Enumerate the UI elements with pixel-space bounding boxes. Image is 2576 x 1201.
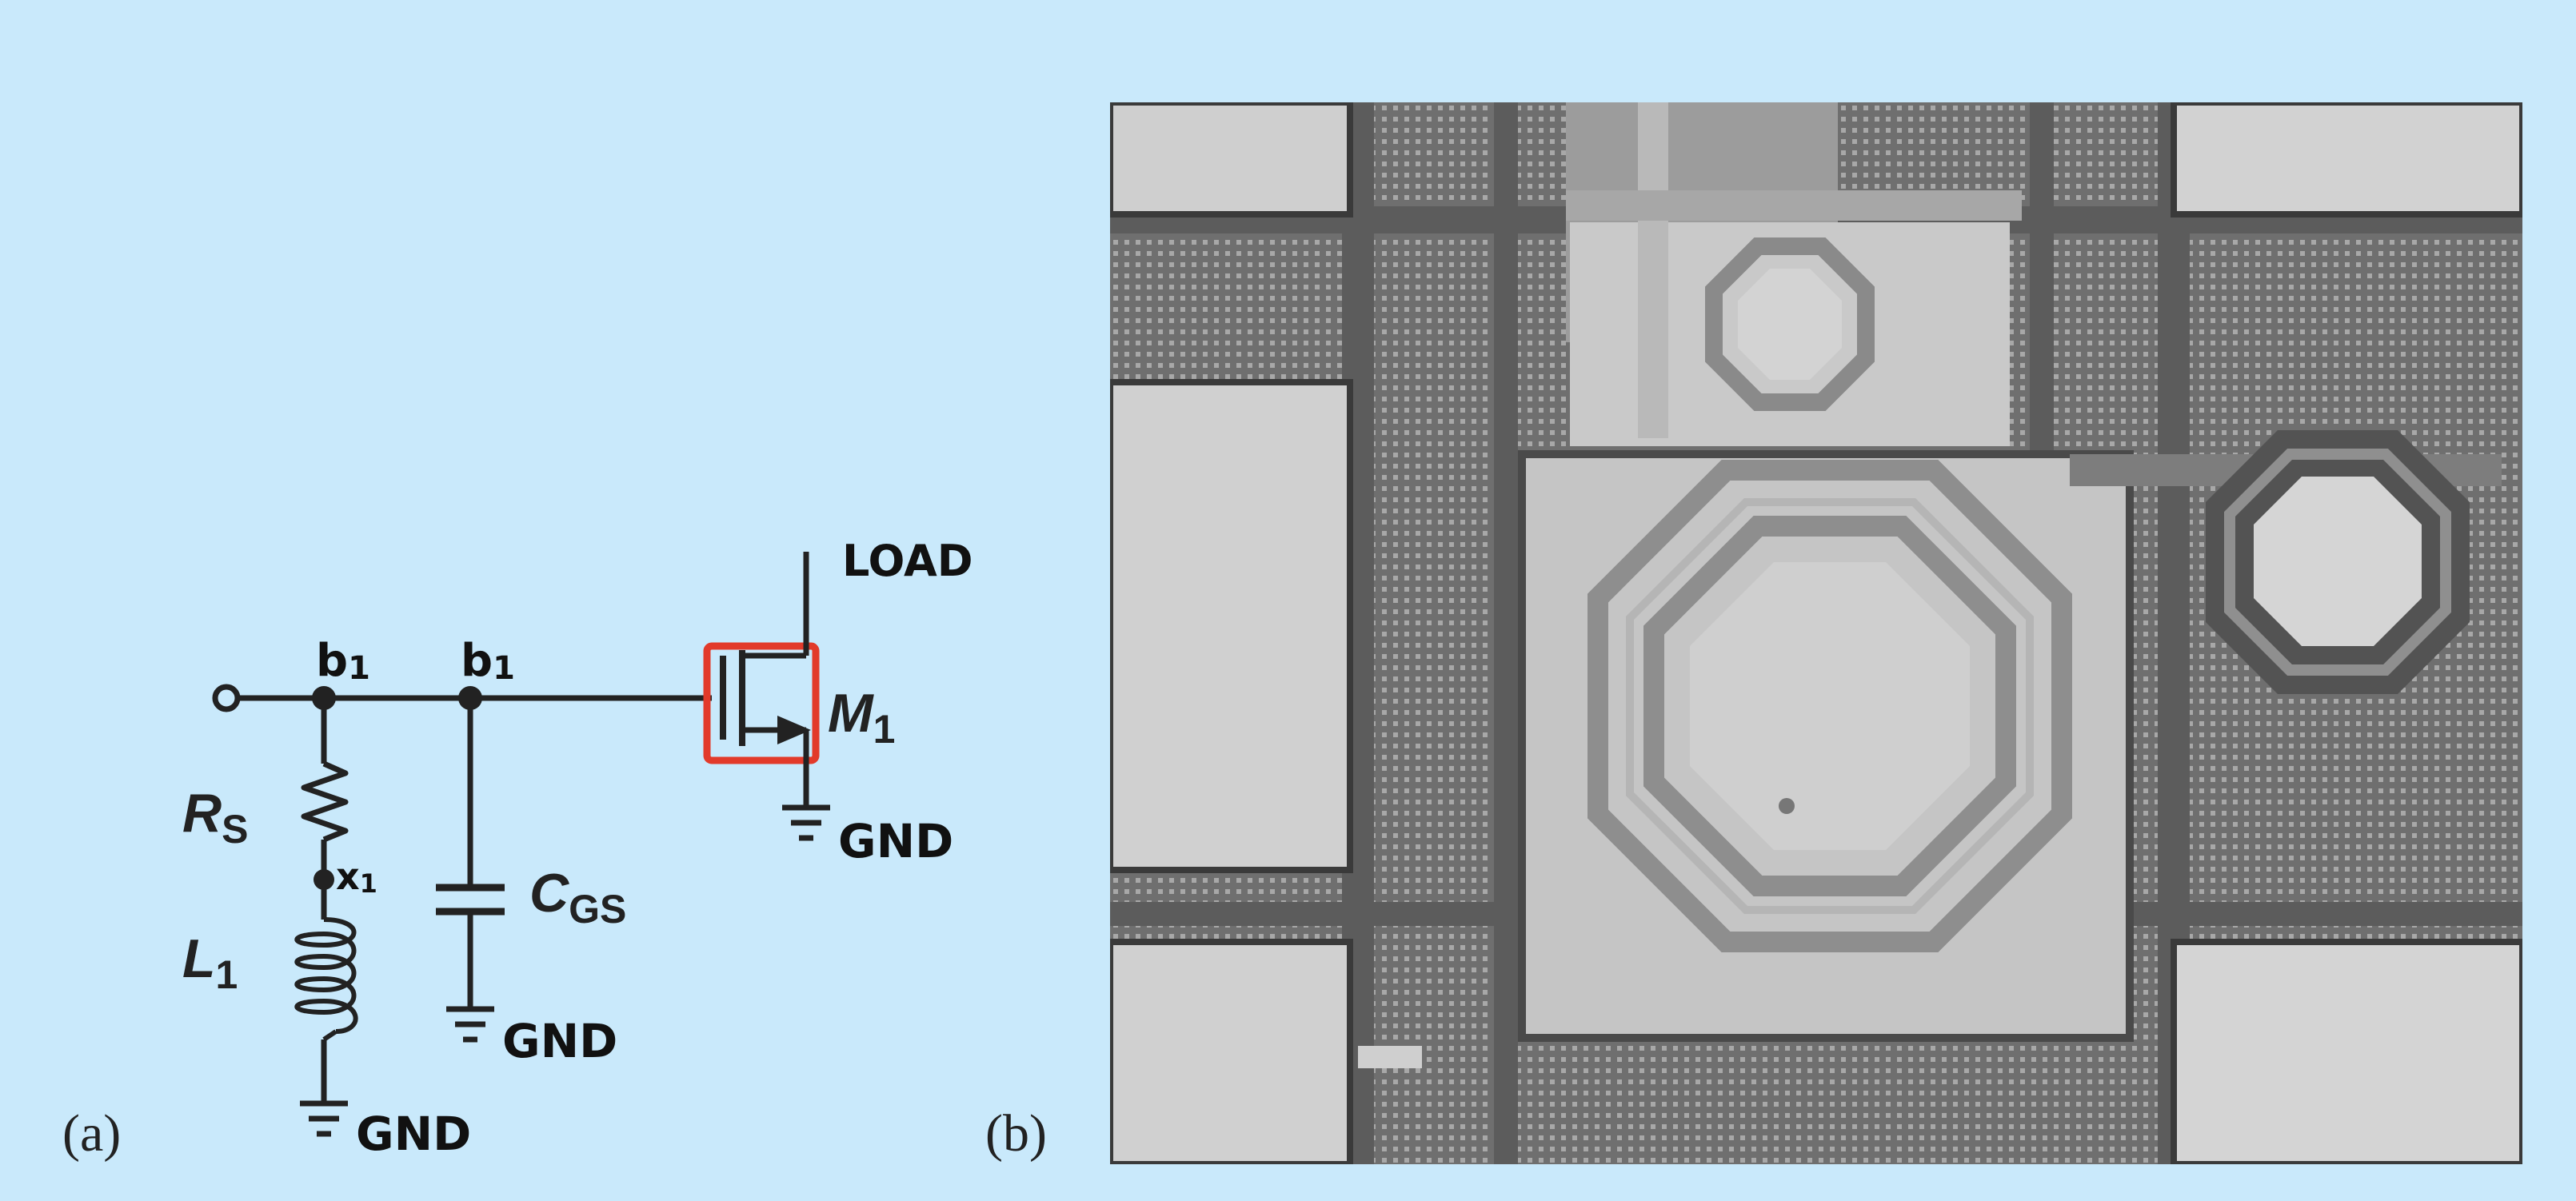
large-spiral-inductor xyxy=(1588,460,2072,952)
ground-symbol-m1 xyxy=(782,804,830,841)
gnd-label-l1: GND xyxy=(356,1107,471,1161)
test-structure xyxy=(1358,1046,1422,1068)
bond-pads xyxy=(1110,102,2522,1164)
inductor-l1 xyxy=(294,917,358,1034)
label-rs: RS xyxy=(182,783,248,852)
chip-micrograph xyxy=(1110,102,2522,1164)
resistor-rs xyxy=(301,760,349,843)
node-label-b1-left: b1 xyxy=(316,635,370,687)
ground-symbol-l1 xyxy=(300,1100,348,1137)
small-spiral-inductor xyxy=(1705,237,1875,411)
panel-tag-b: (b) xyxy=(985,1104,1047,1163)
m1-highlight-box xyxy=(703,642,820,764)
panel-tag-a: (a) xyxy=(62,1104,122,1163)
capacitor-cgs xyxy=(436,884,505,916)
large-inductor-center xyxy=(1690,562,1970,850)
input-terminal xyxy=(212,684,241,712)
node-label-b1-mid: b1 xyxy=(461,635,515,687)
gnd-label-cgs: GND xyxy=(502,1014,617,1068)
label-l1: L1 xyxy=(182,928,238,997)
gnd-label-m1: GND xyxy=(838,814,953,868)
node-label-x1: x1 xyxy=(336,855,377,899)
ground-symbol-cgs xyxy=(446,1006,494,1043)
right-spiral-inductor xyxy=(2206,430,2470,694)
load-label: LOAD xyxy=(842,536,973,586)
transistor-m1 xyxy=(703,642,820,764)
label-m1: M1 xyxy=(828,683,895,752)
l1-tail xyxy=(322,1029,337,1042)
label-cgs: CGS xyxy=(529,863,626,932)
lna-schematic: b1 b1 x1 RS L1 GND xyxy=(182,536,973,1161)
